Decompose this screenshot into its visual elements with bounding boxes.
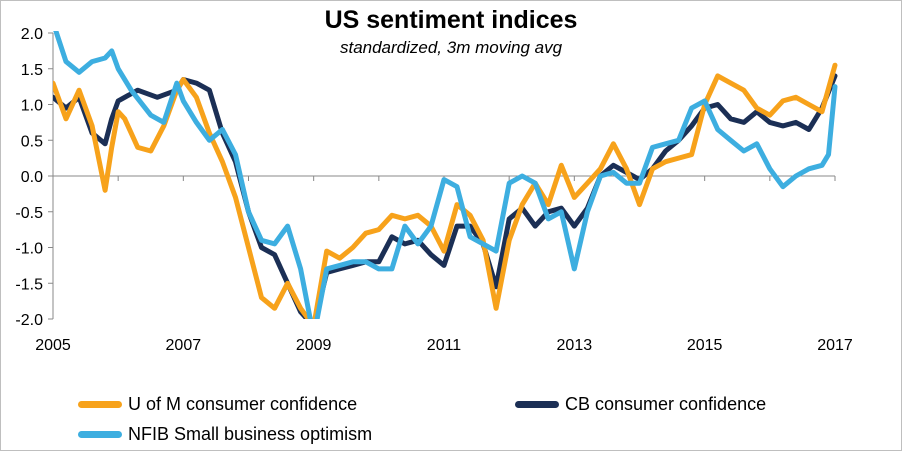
x-tick-label: 2013 bbox=[557, 337, 593, 354]
y-tick-label: -1.5 bbox=[15, 276, 43, 293]
chart-subtitle: standardized, 3m moving avg bbox=[339, 38, 563, 57]
x-tick-label: 2005 bbox=[35, 337, 71, 354]
legend-label-nfib: NFIB Small business optimism bbox=[128, 424, 373, 444]
chart-title: US sentiment indices bbox=[324, 6, 578, 34]
series-lines bbox=[53, 31, 838, 319]
legend-label-uofm: U of M consumer confidence bbox=[128, 394, 358, 414]
y-tick-label: -1.0 bbox=[15, 241, 43, 258]
legend-item-nfib: NFIB Small business optimism bbox=[78, 424, 372, 445]
legend-item-cb: CB consumer confidence bbox=[515, 394, 766, 415]
axes: 2.0 1.5 1.0 0.5 0.0 -0.5 -1.0 -1.5 -2.0 2005 2007 2… bbox=[15, 26, 852, 354]
x-tick-label: 2009 bbox=[296, 337, 332, 354]
x-tick-label: 2017 bbox=[817, 337, 853, 354]
legend-label-cb: CB consumer confidence bbox=[565, 394, 767, 414]
y-tick-label: 0.0 bbox=[21, 169, 43, 186]
legend-swatch-cb bbox=[515, 401, 559, 408]
y-tick-label: 2.0 bbox=[21, 26, 43, 43]
y-tick-label: -0.5 bbox=[15, 205, 43, 222]
y-tick-label: -2.0 bbox=[15, 312, 43, 329]
legend-swatch-uofm bbox=[78, 401, 122, 408]
series-line-2 bbox=[53, 31, 838, 319]
legend-item-uofm: U of M consumer confidence bbox=[78, 394, 357, 415]
y-tick-label: 0.5 bbox=[21, 133, 43, 150]
y-tick-label: 1.0 bbox=[21, 98, 43, 115]
x-tick-label: 2015 bbox=[687, 337, 723, 354]
x-tick-label: 2007 bbox=[166, 337, 202, 354]
legend-swatch-nfib bbox=[78, 431, 122, 438]
x-tick-label: 2011 bbox=[427, 337, 462, 354]
y-tick-label: 1.5 bbox=[21, 62, 43, 79]
